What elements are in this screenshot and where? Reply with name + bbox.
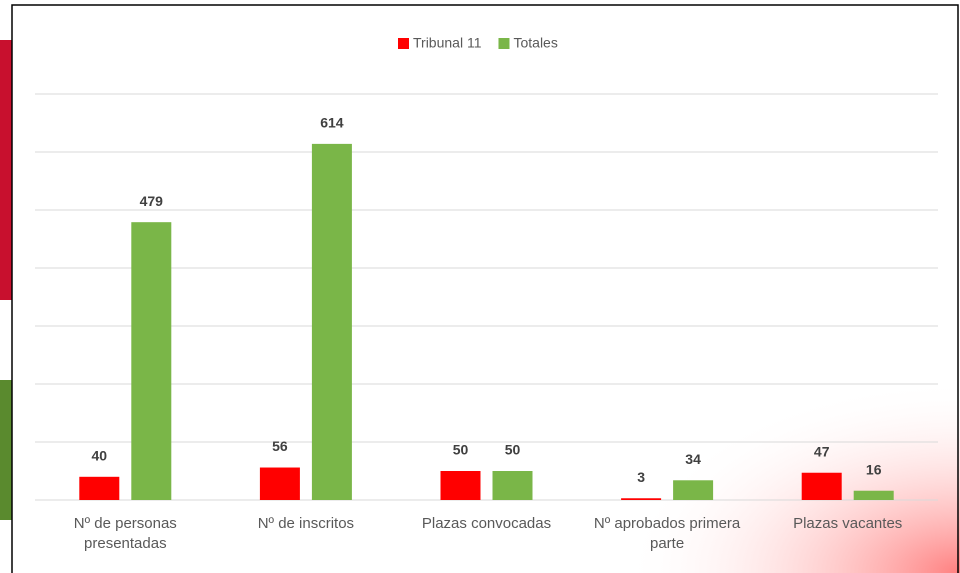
data-label: 614 bbox=[320, 115, 344, 131]
data-label: 56 bbox=[272, 438, 288, 454]
x-tick-label: Nº de inscritos bbox=[257, 515, 355, 532]
data-label: 50 bbox=[453, 442, 469, 458]
legend-swatch bbox=[498, 38, 510, 49]
decor-gradient bbox=[400, 250, 960, 573]
bar bbox=[79, 476, 120, 500]
data-label: 3 bbox=[637, 469, 645, 485]
legend-label: Totales bbox=[513, 35, 557, 51]
frame bbox=[11, 4, 959, 573]
bar bbox=[259, 467, 300, 500]
bar bbox=[492, 471, 533, 500]
x-tick-label: Nº aprobados primera parte bbox=[593, 515, 741, 552]
bar bbox=[673, 480, 714, 500]
x-tick-label: Nº de personas presentadas bbox=[73, 515, 177, 552]
data-label: 40 bbox=[92, 448, 108, 464]
data-label: 16 bbox=[866, 461, 882, 477]
data-label: 50 bbox=[505, 442, 521, 458]
data-label: 479 bbox=[140, 193, 164, 209]
decor-left-green bbox=[0, 380, 12, 520]
bar bbox=[801, 472, 842, 500]
x-tick-label: Plazas convocadas bbox=[421, 515, 552, 532]
legend-swatch bbox=[398, 38, 409, 49]
data-label: 47 bbox=[814, 443, 830, 459]
bar bbox=[440, 471, 481, 500]
data-label: 34 bbox=[685, 451, 701, 467]
bar bbox=[131, 222, 172, 500]
bar bbox=[311, 143, 352, 500]
x-tick-label: Plazas vacantes bbox=[793, 515, 903, 532]
bar bbox=[853, 490, 894, 500]
decor-left bbox=[0, 40, 12, 300]
bar bbox=[621, 498, 662, 500]
legend-label: Tribunal 11 bbox=[413, 35, 482, 51]
